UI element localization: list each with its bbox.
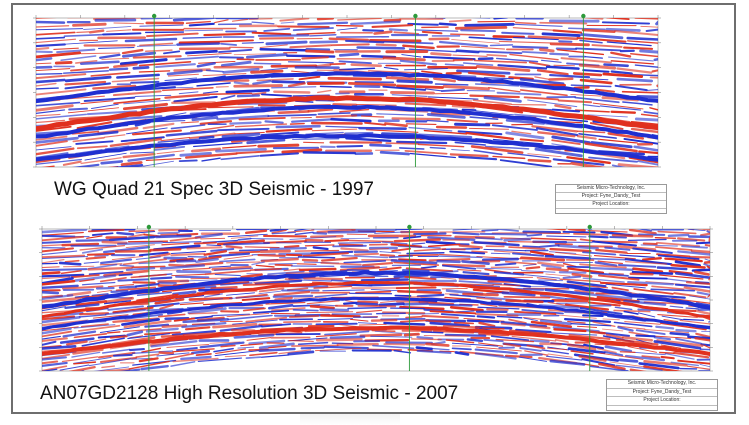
well-marker-icon <box>581 13 586 19</box>
seismic-reflectors <box>36 18 658 167</box>
legend-company: Seismic Micro-Technology, Inc. <box>607 380 717 389</box>
well-marker-icon <box>407 224 412 230</box>
legend-company: Seismic Micro-Technology, Inc. <box>556 185 666 193</box>
seismic-plot-2007 <box>39 224 713 372</box>
well-marker-icon <box>587 224 592 230</box>
legend-footer <box>607 406 717 414</box>
legend-location: Project Location: <box>607 397 717 406</box>
legend-box-1997: Seismic Micro-Technology, Inc. Project: … <box>555 184 667 214</box>
seismic-section-1997 <box>18 10 704 175</box>
well-marker-icon <box>151 13 157 19</box>
caption-2007: AN07GD2128 High Resolution 3D Seismic - … <box>40 383 459 404</box>
legend-project: Project: Fyne_Dandy_Test <box>556 193 666 201</box>
legend-footer <box>556 209 666 216</box>
seismic-reflectors <box>42 229 710 371</box>
well-marker-icon <box>413 13 418 19</box>
seismic-section-2007 <box>28 221 728 376</box>
legend-project: Project: Fyne_Dandy_Test <box>607 389 717 397</box>
legend-box-2007: Seismic Micro-Technology, Inc. Project: … <box>606 379 718 411</box>
seismic-plot-1997 <box>33 13 661 168</box>
well-marker-icon <box>146 224 152 230</box>
slide-reflection <box>300 414 400 425</box>
legend-location: Project Location: <box>556 201 666 209</box>
caption-1997: WG Quad 21 Spec 3D Seismic - 1997 <box>54 179 374 200</box>
